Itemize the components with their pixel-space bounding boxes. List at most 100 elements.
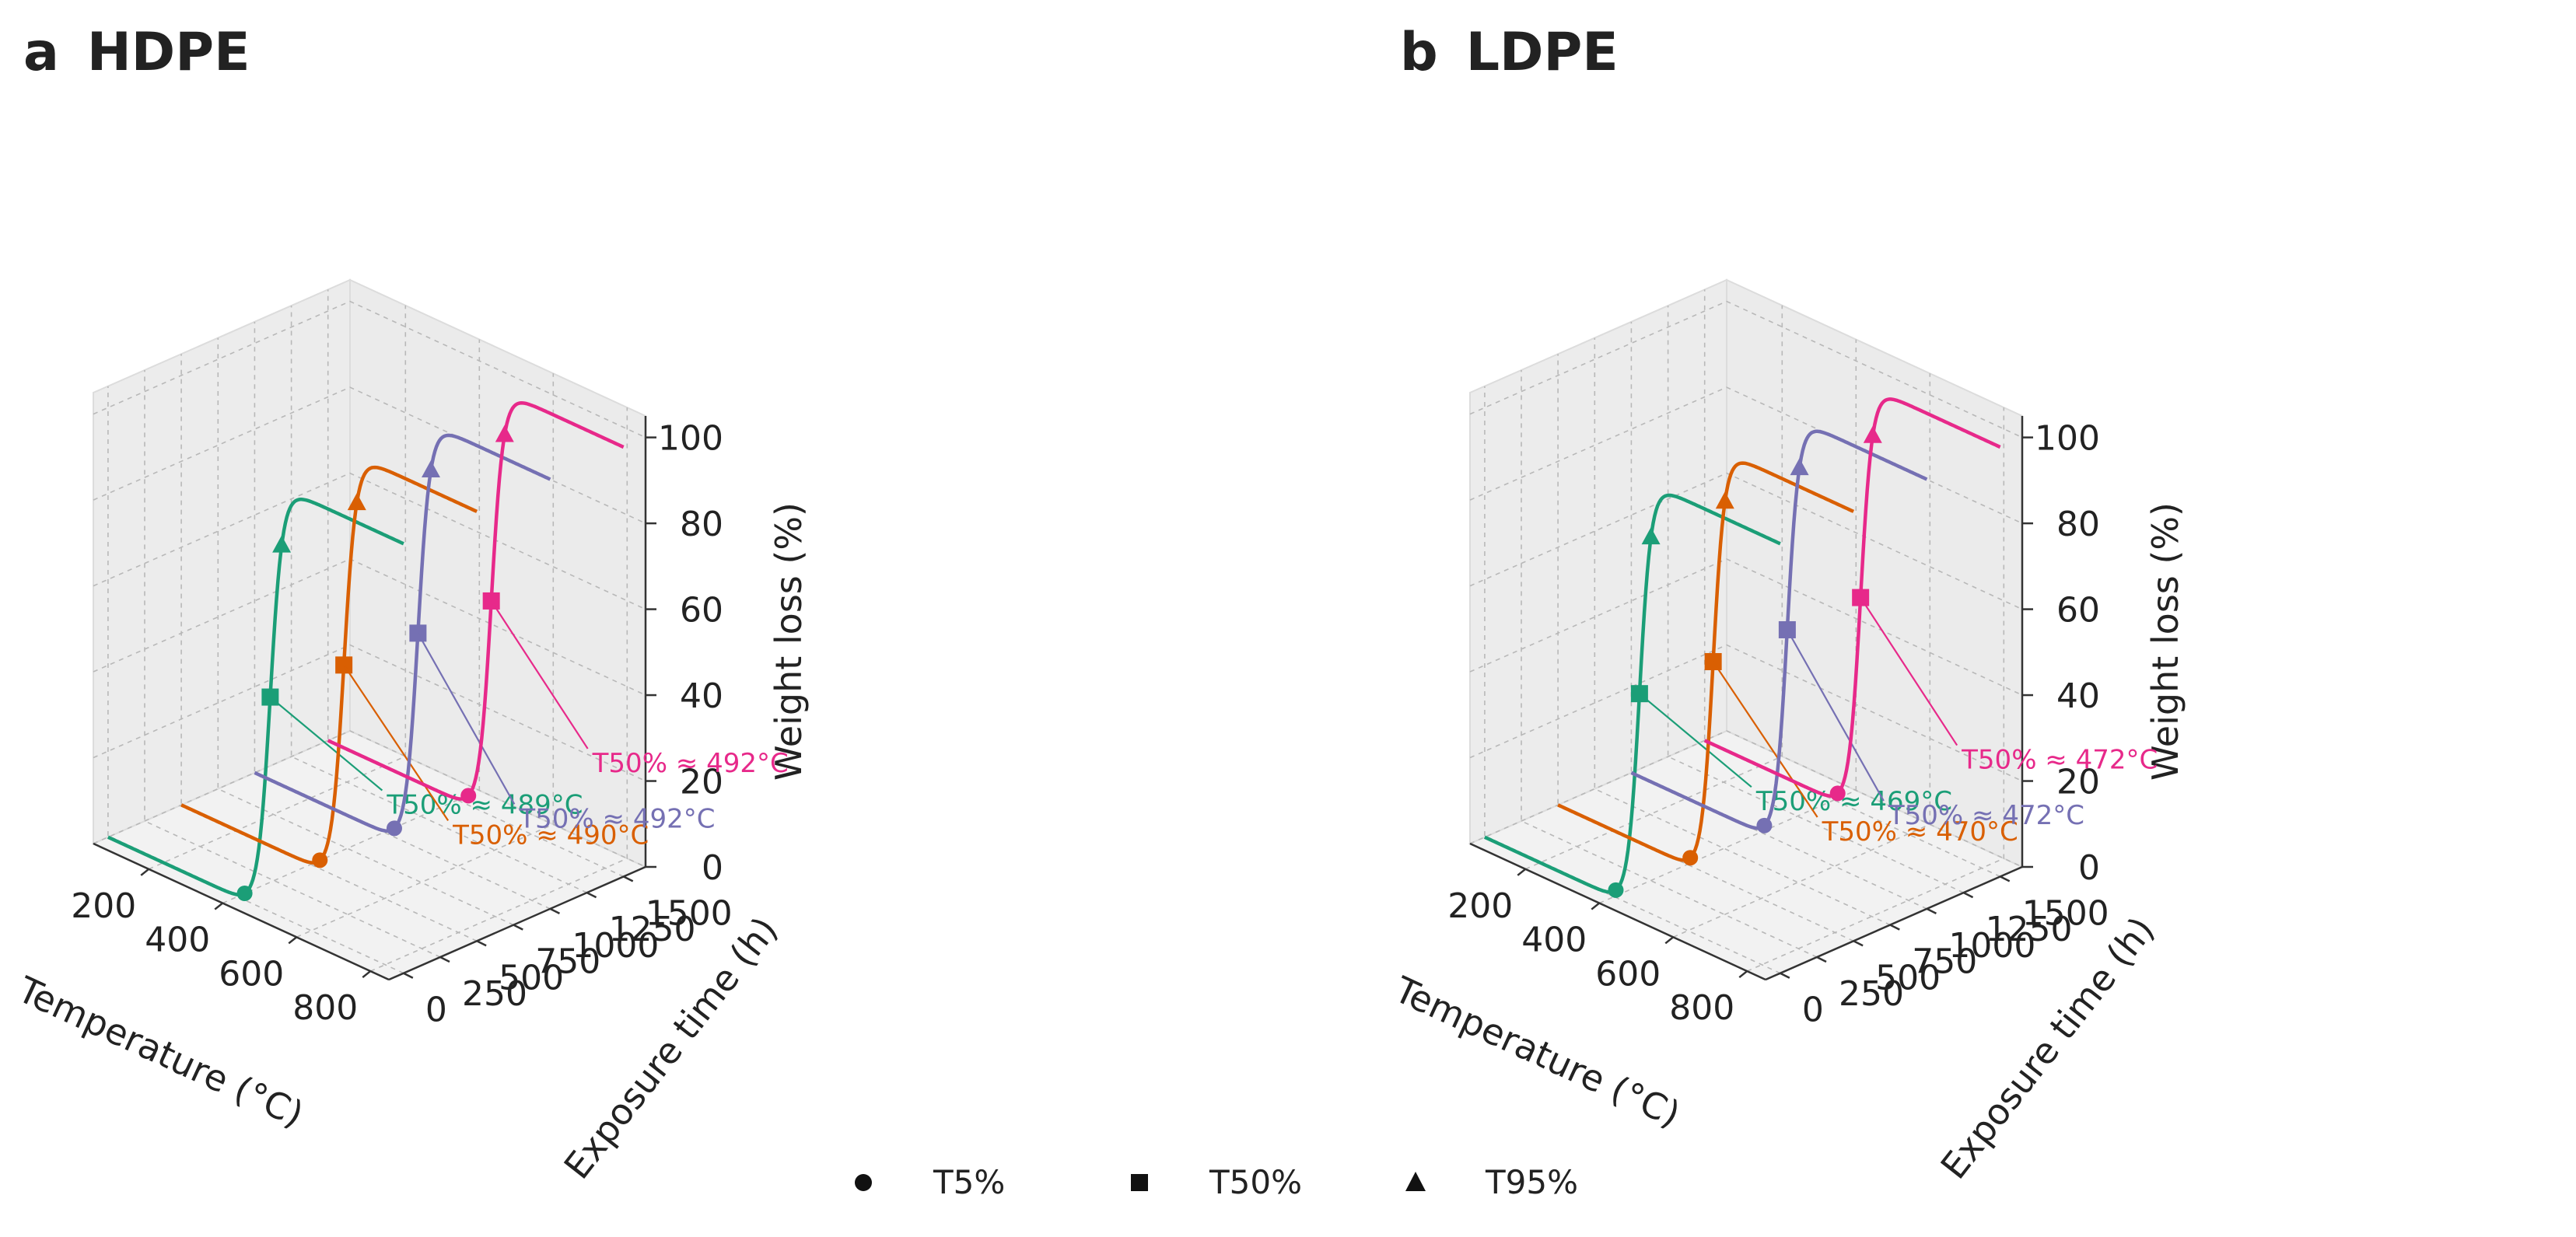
gridline-y	[1630, 321, 1927, 910]
x-tick-mark	[362, 970, 372, 979]
y-tick-label: 750	[535, 942, 600, 982]
x-tick-mark	[1591, 902, 1601, 910]
gridline-y	[1667, 306, 1964, 893]
panel-a-title: a HDPE	[23, 22, 250, 83]
y-tick-label: 1250	[1986, 910, 2073, 949]
t5-marker	[1682, 850, 1699, 866]
y-tick-label: 750	[1912, 942, 1977, 982]
gridline-y	[1521, 370, 1818, 958]
x-tick-label: 400	[145, 921, 210, 960]
y-tick-label: 1500	[646, 893, 733, 933]
annotation-label: T50% ≈ 489°C	[386, 790, 583, 821]
z-tick-label: 40	[2056, 676, 2100, 716]
t95-marker	[1641, 527, 1661, 545]
y-axis-line	[1765, 865, 2023, 981]
z-tick-label: 20	[2056, 763, 2100, 802]
y-tick-label: 500	[1875, 958, 1941, 998]
gridline-y	[327, 289, 625, 878]
annotation-label: T50% ≈ 472°C	[1888, 800, 2084, 831]
gridline-z	[1469, 300, 2023, 439]
y-tick-label: 1000	[572, 926, 659, 966]
annotation-label: T50% ≈ 470°C	[1822, 816, 2018, 847]
t5-marker	[1756, 817, 1773, 833]
annotation-label: T50% ≈ 469°C	[1755, 786, 1952, 817]
gridline-y	[254, 321, 551, 910]
gridline-z	[93, 730, 646, 868]
z-axis-label: Weight loss (%)	[768, 502, 810, 781]
annotation-leader	[1639, 693, 1752, 788]
annotation-leader	[417, 632, 516, 805]
y-tick-label: 250	[462, 974, 527, 1014]
t95-marker	[272, 535, 292, 553]
legend-label: T5%	[933, 1163, 1005, 1201]
gridline-x	[1524, 305, 1783, 870]
y-tick-label: 500	[499, 958, 564, 998]
y-tick-mark	[1853, 940, 1864, 947]
x-axis-line	[1469, 842, 1766, 981]
x-tick-label: 800	[292, 988, 358, 1028]
t5-marker	[312, 852, 328, 868]
gridline-y	[290, 306, 587, 893]
gridline-y	[107, 386, 404, 974]
x-tick-mark	[140, 868, 150, 876]
annotation-label: T50% ≈ 492°C	[518, 803, 715, 834]
z-tick-label: 20	[680, 763, 723, 802]
z-tick-label: 100	[658, 419, 723, 459]
annotation-label: T50% ≈ 472°C	[1961, 745, 2158, 776]
gridline-x	[1746, 407, 2005, 972]
z-tick-label: 100	[2035, 419, 2100, 459]
t95-marker	[1790, 458, 1809, 476]
annotation-label: T50% ≈ 492°C	[592, 748, 789, 779]
y-tick-label: 1500	[2022, 893, 2109, 933]
legend-square-marker	[1131, 1174, 1148, 1191]
t5-marker	[1829, 785, 1846, 802]
series-line-500h	[1557, 461, 1855, 862]
y-tick-mark	[549, 907, 560, 914]
annotation-leader	[1786, 629, 1885, 802]
x-axis-line	[93, 842, 390, 981]
series-line-1500h	[1703, 397, 2001, 798]
x-tick-mark	[214, 902, 224, 910]
y-axis-line	[388, 865, 646, 981]
gridline-y	[144, 370, 441, 958]
t5-marker	[236, 885, 253, 901]
annotation-leader	[269, 696, 383, 791]
t5-marker	[460, 788, 477, 804]
panel-b-title: b LDPE	[1400, 22, 1619, 83]
y-tick-mark	[1963, 892, 1974, 899]
y-tick-mark	[403, 972, 414, 979]
annotation-leader	[1712, 661, 1818, 818]
annotation-leader	[343, 664, 450, 821]
gridline-z	[93, 644, 646, 782]
gridline-z	[93, 472, 646, 610]
gridline-y	[1484, 386, 1781, 974]
x-tick-mark	[288, 936, 298, 945]
x-tick-label: 200	[71, 886, 136, 926]
gridline-z	[1469, 644, 2023, 782]
gridline-y	[180, 354, 478, 942]
gridline-z	[93, 300, 646, 439]
t95-marker	[495, 425, 514, 442]
z-tick-label: 0	[2078, 848, 2100, 888]
x-tick-label: 600	[219, 954, 284, 994]
panel-b-name: LDPE	[1465, 22, 1619, 83]
y-tick-mark	[1889, 924, 1900, 931]
gridline-y	[1703, 289, 2001, 878]
gridline-x	[369, 407, 628, 972]
y-tick-label: 1000	[1948, 926, 2035, 966]
x-tick-label: 200	[1447, 886, 1513, 926]
t5-marker	[386, 820, 402, 837]
panel-a-letter: a	[23, 22, 59, 83]
x-tick-label: 800	[1669, 988, 1734, 1028]
series-line-0h	[1483, 493, 1781, 894]
y-tick-label: 1250	[609, 910, 696, 949]
annotation-leader	[1860, 596, 1958, 746]
gridline-z	[1469, 730, 2023, 868]
y-tick-label: 0	[425, 991, 447, 1030]
z-tick-label: 60	[2056, 591, 2100, 631]
annotation-leader	[490, 600, 589, 750]
y-tick-label: 250	[1839, 974, 1904, 1014]
y-tick-mark	[1926, 907, 1937, 914]
